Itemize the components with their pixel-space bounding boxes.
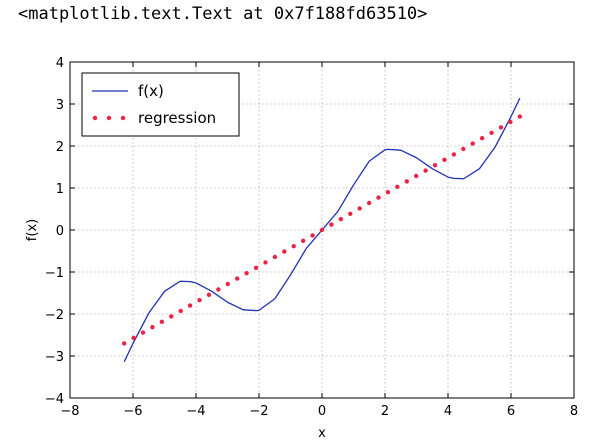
legend-label-regression: regression <box>138 109 216 127</box>
regression-point <box>178 308 183 314</box>
regression-point <box>263 260 268 265</box>
regression-point <box>348 211 353 216</box>
y-tick-label: 0 <box>56 224 64 239</box>
regression-point <box>272 254 278 260</box>
axis-ticks: −8 −6 −4 −2 0 2 4 6 8 −4 −3 −2 −1 0 1 2 3 4 <box>45 56 578 419</box>
x-tick-label: 6 <box>507 404 515 419</box>
regression-point <box>423 168 428 173</box>
regression-point <box>517 114 523 119</box>
regression-point <box>498 125 504 130</box>
regression-point <box>187 303 193 308</box>
regression-point <box>169 314 174 319</box>
regression-point <box>140 330 146 335</box>
legend-dot <box>120 115 126 121</box>
regression-point <box>489 130 494 135</box>
regression-point <box>244 271 249 276</box>
regression-point <box>206 292 212 297</box>
regression-point <box>470 141 475 146</box>
regression-point <box>329 222 334 227</box>
y-tick-label: 2 <box>56 140 64 155</box>
legend-dot <box>92 115 98 121</box>
regression-point <box>197 298 202 303</box>
regression-point <box>225 281 230 287</box>
regression-point <box>414 173 419 179</box>
regression-point <box>235 276 240 281</box>
y-tick-label: −2 <box>45 308 64 323</box>
regression-point <box>319 227 325 233</box>
cell-output-text: <matplotlib.text.Text at 0x7f188fd63510> <box>18 4 428 24</box>
regression-point <box>150 325 155 330</box>
regression-point <box>451 152 457 157</box>
regression-point <box>508 119 513 125</box>
x-tick-label: 2 <box>381 404 389 419</box>
regression-point <box>216 287 221 292</box>
regression-point <box>404 179 409 184</box>
regression-point <box>300 238 306 243</box>
x-axis-label: x <box>318 426 326 441</box>
y-tick-label: 3 <box>56 98 64 113</box>
legend-label-fx: f(x) <box>138 82 164 100</box>
x-tick-label: −8 <box>60 404 79 419</box>
y-tick-label: 1 <box>56 182 64 197</box>
regression-point <box>376 195 381 200</box>
regression-point <box>432 163 438 168</box>
x-tick-label: 8 <box>570 404 578 419</box>
regression-point <box>159 319 165 324</box>
legend-dot <box>106 115 112 121</box>
regression-point <box>253 265 259 270</box>
regression-point <box>385 190 391 195</box>
regression-point <box>366 200 372 206</box>
y-tick-label: −1 <box>45 266 64 281</box>
legend-swatch-regression <box>92 115 126 121</box>
regression-point <box>461 146 466 152</box>
regression-point <box>479 136 485 141</box>
y-tick-label: −3 <box>45 350 64 365</box>
regression-point <box>121 341 127 346</box>
series-group <box>121 97 523 363</box>
regression-point <box>442 157 447 162</box>
y-tick-label: −4 <box>45 392 64 407</box>
regression-point <box>282 249 287 254</box>
regression-point <box>310 233 315 238</box>
y-tick-label: 4 <box>56 56 64 71</box>
regression-point <box>291 244 296 249</box>
legend-box <box>81 72 240 137</box>
x-tick-label: 4 <box>444 404 452 419</box>
y-axis-label: f(x) <box>25 219 40 241</box>
regression-point <box>338 217 344 222</box>
regression-point <box>357 206 362 211</box>
regression-point <box>395 184 400 189</box>
regression-point <box>131 335 136 341</box>
x-tick-label: 0 <box>318 404 326 419</box>
x-tick-label: −6 <box>123 404 142 419</box>
x-tick-label: −4 <box>186 404 205 419</box>
x-tick-label: −2 <box>249 404 268 419</box>
legend: f(x) regression <box>81 72 240 137</box>
